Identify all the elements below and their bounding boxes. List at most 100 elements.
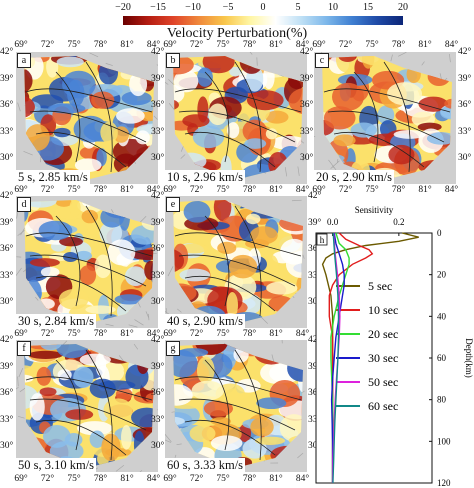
lat-tick-label: 30° [0, 441, 14, 451]
lat-tick-label: 42° [458, 47, 472, 57]
colorbar-tick: −15 [150, 2, 166, 13]
lon-tick-label: 78° [93, 474, 108, 484]
colorbar-tick: 0 [260, 2, 266, 13]
lon-tick-label: 78° [391, 40, 406, 50]
panel-letter: d [17, 197, 31, 212]
lon-tick-label: 69° [14, 474, 28, 484]
lat-tick-label: 39° [308, 217, 322, 228]
lat-tick-label: 39° [0, 73, 14, 84]
panel-letter: b [166, 53, 180, 68]
panel-letter: c [315, 53, 329, 68]
lon-tick-label: 78° [242, 40, 257, 50]
colorbar-tick: −5 [222, 2, 234, 13]
legend-label: 60 sec [368, 399, 398, 413]
lat-tick-label: 33° [308, 414, 322, 425]
lon-tick-label: 81° [269, 329, 283, 339]
lat-tick-label: 36° [0, 388, 14, 398]
lon-tick-label: 75° [216, 40, 230, 50]
panel-letter: a [17, 53, 31, 68]
colorbar-tick: 10 [328, 2, 338, 13]
lon-tick-label: 69° [14, 185, 28, 195]
lon-tick-label: 78° [242, 185, 257, 195]
lon-tick-label: 84° [146, 40, 161, 50]
x-axis-label: Sensitivity [355, 205, 394, 215]
colorbar-tick: −20 [115, 2, 131, 13]
map-panel-g: g 60 s, 3.33 km/s [165, 340, 307, 472]
map-panel-b: b 10 s, 2.96 km/s [165, 52, 307, 184]
lat-tick-label: 39° [0, 361, 14, 372]
lon-tick-label: 78° [242, 329, 257, 339]
lat-tick-label: 36° [300, 100, 314, 110]
lat-tick-label: 39° [308, 361, 322, 372]
panel-caption: 30 s, 2.84 km/s [16, 314, 97, 328]
lon-tick-label: 75° [365, 185, 379, 195]
lat-tick-label: 42° [151, 335, 165, 345]
lon-tick-label: 72° [338, 40, 353, 50]
y-tick-label: 40 [437, 311, 447, 321]
lat-tick-label: 33° [308, 270, 322, 281]
lon-tick-label: 69° [14, 329, 28, 339]
lat-tick-label: 39° [0, 217, 14, 228]
lat-tick-label: 30° [0, 297, 14, 307]
panel-caption: 50 s, 3.10 km/s [16, 458, 97, 472]
panel-letter: h [320, 235, 325, 245]
lat-tick-label: 42° [0, 335, 14, 345]
lon-tick-label: 81° [269, 40, 283, 50]
lat-tick-label: 36° [308, 244, 322, 254]
lon-tick-label: 72° [189, 329, 204, 339]
lat-tick-label: 36° [151, 388, 165, 398]
map-panel-f: f 50 s, 3.10 km/s [16, 340, 158, 472]
x-tick-label: 0.2 [393, 217, 404, 227]
lon-tick-label: 72° [338, 185, 353, 195]
lon-tick-label: 84° [295, 40, 310, 50]
lat-tick-label: 33° [151, 270, 165, 281]
lon-tick-label: 81° [120, 474, 134, 484]
lon-tick-label: 75° [67, 474, 81, 484]
y-tick-label: 60 [437, 353, 447, 363]
panel-letter: e [166, 197, 180, 212]
lat-tick-label: 36° [308, 388, 322, 398]
lon-tick-label: 81° [418, 40, 432, 50]
map-panel-c: c 20 s, 2.90 km/s [314, 52, 456, 184]
lat-tick-label: 30° [151, 441, 165, 451]
colorbar-tick: −10 [185, 2, 201, 13]
lon-tick-label: 69° [312, 185, 326, 195]
series-line-60-sec [332, 232, 340, 484]
lon-tick-label: 72° [40, 474, 55, 484]
lon-tick-label: 69° [163, 474, 177, 484]
lat-tick-label: 42° [300, 47, 314, 57]
y-tick-label: 0 [437, 228, 442, 238]
y-tick-label: 80 [437, 395, 447, 405]
lat-tick-label: 33° [0, 126, 14, 137]
lon-tick-label: 81° [269, 474, 283, 484]
panel-letter: f [17, 341, 31, 356]
lon-tick-label: 69° [312, 40, 326, 50]
lat-tick-label: 30° [151, 153, 165, 163]
lon-tick-label: 78° [93, 40, 108, 50]
lat-tick-label: 33° [151, 414, 165, 425]
panel-caption: 60 s, 3.33 km/s [165, 458, 246, 472]
y-axis-label: Depth(km) [464, 338, 474, 378]
lat-tick-label: 30° [300, 153, 314, 163]
lon-tick-label: 81° [120, 185, 134, 195]
lon-tick-label: 72° [40, 329, 55, 339]
lat-tick-label: 36° [458, 100, 472, 110]
lon-tick-label: 84° [295, 185, 310, 195]
lon-tick-label: 72° [40, 40, 55, 50]
colorbar [123, 16, 403, 25]
x-tick-label: 0.0 [327, 217, 339, 227]
lon-tick-label: 75° [67, 40, 81, 50]
lat-tick-label: 42° [151, 191, 165, 201]
lon-tick-label: 84° [146, 185, 161, 195]
lon-tick-label: 78° [93, 329, 108, 339]
lon-tick-label: 81° [418, 185, 432, 195]
lon-tick-label: 69° [14, 40, 28, 50]
lat-tick-label: 39° [151, 361, 165, 372]
lat-tick-label: 39° [151, 73, 165, 84]
panel-caption: 5 s, 2.85 km/s [16, 170, 90, 184]
lat-tick-label: 39° [300, 73, 314, 84]
panel-letter-box [316, 233, 328, 246]
lon-tick-label: 81° [120, 40, 134, 50]
lon-tick-label: 69° [163, 329, 177, 339]
lat-tick-label: 30° [308, 441, 322, 451]
